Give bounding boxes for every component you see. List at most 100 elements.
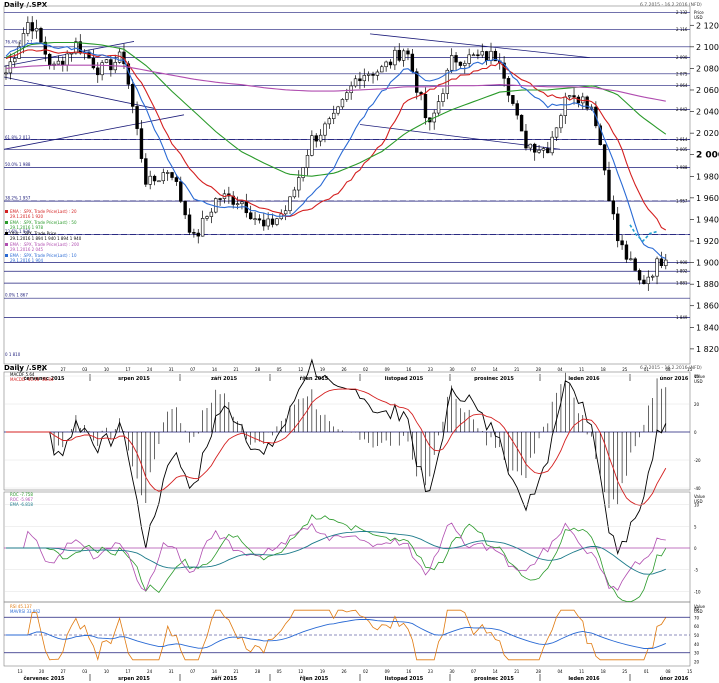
rsi-y-tick-6: 20 (694, 660, 700, 665)
right-tag-2: 2 090 (676, 55, 688, 60)
right-tag-8: 1 988 (676, 165, 688, 170)
main-day-label-9: 14 (212, 367, 218, 372)
candle-body-10 (47, 53, 52, 66)
candle-body-147 (646, 276, 651, 285)
main-day-label-27: 18 (601, 367, 607, 372)
candle-body-89 (393, 49, 397, 66)
candle-body-118 (519, 114, 524, 132)
bottom-day-label-12: 05 (277, 669, 283, 674)
legend-swatch-4 (5, 254, 8, 257)
right-tag-7: 2 005 (676, 147, 688, 152)
bottom-day-label-24: 28 (536, 669, 542, 674)
candle-body-122 (537, 149, 541, 153)
main-month-label-6: leden 2016 (568, 376, 600, 382)
macd-legend-1: MACDD -40.16 -38.84 (10, 377, 54, 382)
candle-body-39 (174, 177, 179, 182)
trend-line-3 (369, 33, 591, 59)
macd-legend-0: MACDF 5.64 (10, 372, 35, 377)
fib-label-2: 38.2% 1 957 (5, 196, 31, 201)
y-tick-label-15: 1 820 (696, 345, 719, 354)
main-day-label-29: 01 (644, 367, 650, 372)
candle-body-22 (100, 62, 104, 76)
candle-body-150 (659, 258, 664, 266)
roc-y-tick-0: 10 (694, 503, 700, 508)
macd-line (6, 358, 667, 556)
roc-line-2 (6, 522, 666, 592)
candle-body-130 (572, 95, 576, 98)
candle-body-29 (131, 84, 135, 107)
candle-body-69 (305, 155, 310, 168)
candle-body-1 (8, 61, 13, 74)
candle-body-82 (362, 75, 366, 82)
bottom-month-label-4: listopad 2015 (385, 676, 424, 682)
rsi-y-tick-5: 30 (694, 651, 700, 656)
bottom-day-label-1: 20 (39, 669, 45, 674)
bottom-day-label-0: 13 (17, 669, 23, 674)
candle-body-104 (458, 61, 463, 66)
right-tag-5: 2 042 (676, 107, 688, 112)
legend-value-0: 29.1.2016 1 920 (10, 214, 44, 219)
ema-line-1 (5, 41, 667, 177)
y-tick-label-8: 1 960 (696, 194, 719, 203)
candle-body-33 (148, 175, 152, 185)
bottom-day-label-31: 15 (687, 669, 693, 674)
main-day-label-31: 15 (687, 367, 693, 372)
candle-body-30 (135, 106, 139, 129)
roc-legend-1: ROC -5.967 (10, 497, 33, 502)
candle-body-99 (436, 101, 441, 114)
candle-body-20 (91, 57, 96, 69)
candle-body-127 (559, 115, 563, 129)
candle-body-40 (179, 181, 183, 202)
main-month-label-4: listopad 2015 (385, 376, 424, 382)
candle-body-45 (200, 218, 205, 237)
legend-label-1: EMA : .SPX, Trade Price(Last) : 50 (10, 220, 77, 225)
rsi-legend-0: RSI 45.137 (10, 604, 32, 609)
roc-y-tick-3: -5 (694, 568, 698, 573)
candle-body-108 (476, 54, 480, 57)
main-day-label-13: 12 (298, 367, 304, 372)
bottom-day-label-13: 12 (298, 669, 304, 674)
main-day-label-8: 07 (190, 367, 196, 372)
trend-line-2 (3, 114, 185, 150)
main-chart-title: Daily /.SPX (4, 1, 48, 9)
main-day-label-21: 07 (471, 367, 477, 372)
candle-body-138 (607, 169, 611, 202)
right-tag-11: 1 892 (676, 269, 688, 274)
bottom-day-label-26: 11 (579, 669, 585, 674)
bottom-day-label-14: 19 (320, 669, 326, 674)
candle-body-2 (13, 58, 17, 63)
candle-body-129 (567, 95, 572, 98)
bottom-month-label-3: říjen 2015 (300, 675, 329, 682)
bottom-day-label-8: 07 (190, 669, 196, 674)
main-day-label-17: 09 (385, 367, 391, 372)
bottom-day-label-16: 02 (363, 669, 369, 674)
ema-line-3 (5, 64, 666, 102)
candle-body-37 (165, 172, 170, 174)
y-tick-label-4: 2 040 (696, 108, 719, 117)
bottom-day-label-27: 18 (601, 669, 607, 674)
main-day-label-23: 21 (514, 367, 520, 372)
candle-body-115 (506, 78, 511, 96)
candle-body-74 (327, 118, 332, 125)
roc-line-1 (6, 514, 667, 603)
panel-frame-1 (3, 371, 691, 491)
fib-label-1: 50.0% 1 988 (5, 162, 31, 167)
bottom-day-label-7: 31 (169, 669, 175, 674)
legend-value-1: 29.1.2016 1 978 (10, 225, 44, 230)
bottom-day-label-9: 14 (212, 669, 218, 674)
candle-body-62 (275, 218, 279, 225)
right-tag-10: 1 900 (676, 260, 688, 265)
main-day-label-16: 02 (363, 367, 369, 372)
main-day-label-22: 14 (493, 367, 499, 372)
rsi-y-tick-4: 40 (694, 642, 700, 647)
roc-legend-0: ROC -7.758 (10, 492, 33, 497)
candle-body-133 (585, 96, 589, 109)
main-day-label-10: 21 (233, 367, 239, 372)
candle-body-41 (183, 201, 187, 216)
right-tag-12: 1 881 (676, 281, 688, 286)
candle-body-79 (349, 85, 353, 94)
legend-swatch-3 (5, 243, 8, 246)
candle-body-128 (563, 96, 567, 116)
main-day-label-19: 23 (428, 367, 434, 372)
bottom-day-label-30: 08 (665, 669, 671, 674)
